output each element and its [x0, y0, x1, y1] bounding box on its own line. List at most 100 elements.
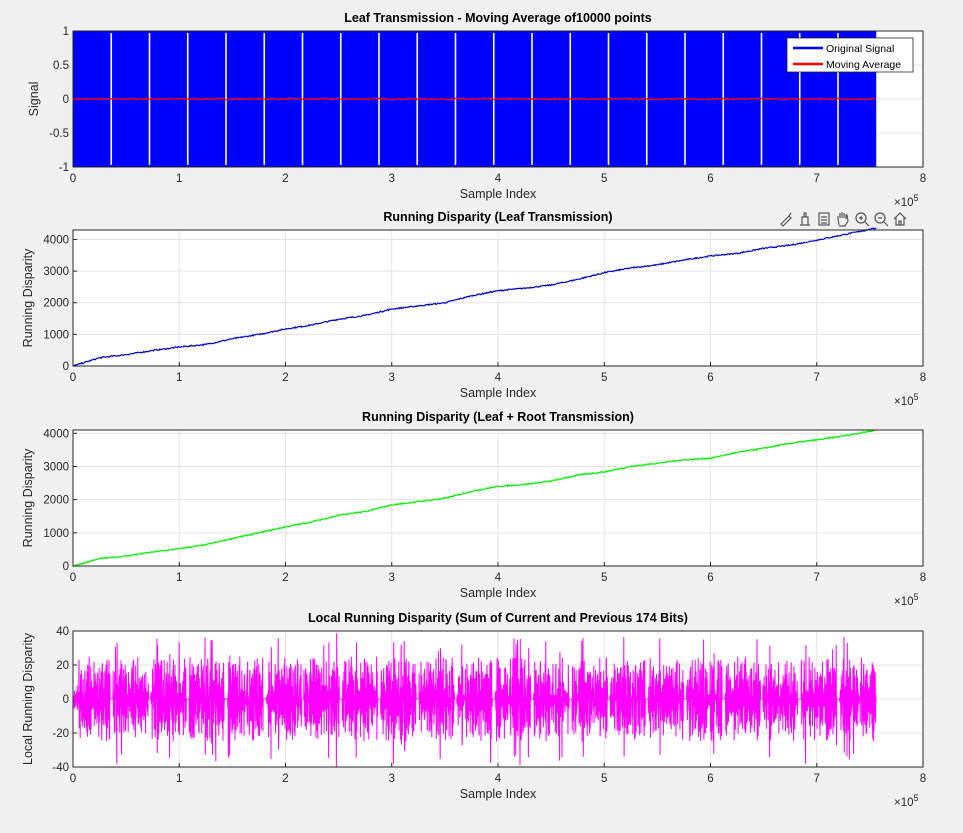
x-axis-label: Sample Index — [460, 386, 537, 400]
y-axis-label: Running Disparity — [21, 248, 35, 347]
x-tick-label: 4 — [495, 773, 502, 785]
x-tick-label: 7 — [814, 572, 820, 584]
x-exponent: ×105 — [894, 793, 919, 809]
x-exponent-power: 5 — [914, 392, 919, 402]
axes-box — [72, 630, 924, 768]
x-tick-label: 4 — [495, 173, 502, 185]
x-exponent-power: 5 — [914, 193, 919, 203]
x-tick-label: 8 — [920, 372, 926, 384]
x-tick-label: 6 — [707, 372, 713, 384]
x-exponent-power: 5 — [914, 793, 919, 803]
x-tick-label: 4 — [495, 572, 502, 584]
x-tick-label: 7 — [814, 372, 820, 384]
zoom-in-icon[interactable] — [854, 211, 870, 227]
axes-box — [72, 429, 924, 567]
x-tick-label: 8 — [920, 173, 926, 185]
series-group — [72, 429, 877, 567]
legend-icon[interactable] — [816, 211, 832, 227]
brush-glyph — [780, 212, 792, 227]
subplot-3: 0 1 2 3 4 5 6 7 8 0 1000 2000 3000 4000 Running Dispar… — [21, 410, 926, 608]
x-axis-label: Sample Index — [460, 586, 537, 600]
y-axis-label: Running Disparity — [21, 448, 35, 547]
x-exponent-base: ×10 — [894, 596, 914, 608]
y-tick-label: -40 — [52, 762, 69, 774]
lens-glyph — [874, 212, 886, 224]
axes-toolbar — [778, 211, 908, 227]
x-tick-label: 6 — [707, 572, 713, 584]
lens-handle — [859, 216, 870, 227]
chart-title: Local Running Disparity (Sum of Current … — [308, 611, 688, 625]
y-tick-label: 0 — [63, 94, 69, 106]
chart-title: Running Disparity (Leaf + Root Transmiss… — [362, 410, 634, 424]
y-tick-label: 40 — [56, 626, 69, 638]
y-tick-label: 20 — [56, 660, 69, 672]
legend: Original Signal Moving Average — [786, 37, 914, 73]
y-axis-label: Signal — [27, 82, 41, 117]
y-axis-label: Local Running Disparity — [21, 632, 35, 765]
y-tick-label: 2000 — [43, 495, 69, 507]
legend-entry: Original Signal — [826, 43, 894, 55]
series-1 — [72, 227, 877, 367]
x-tick-label: 7 — [814, 773, 820, 785]
x-tick-label: 2 — [282, 572, 288, 584]
lens-handle — [878, 217, 889, 227]
y-tick-label: 1000 — [43, 329, 69, 341]
data-tip-icon[interactable] — [797, 211, 813, 227]
y-tick-label: 3000 — [43, 461, 69, 473]
series-group — [72, 633, 877, 767]
y-tick-label: 0.5 — [53, 60, 69, 72]
x-tick-label: 5 — [601, 372, 607, 384]
y-tick-label: 0 — [63, 561, 69, 573]
pan-icon[interactable] — [835, 211, 851, 227]
x-exponent-base: ×10 — [894, 797, 914, 809]
subplot-2: 0 1 2 3 4 5 6 7 8 0 1000 2000 3000 4000 Running Dispar… — [21, 210, 926, 408]
x-tick-label: 2 — [282, 173, 288, 185]
y-tick-label: 4000 — [43, 234, 69, 246]
x-exponent-base: ×10 — [894, 197, 914, 209]
y-tick-label: 4000 — [43, 428, 69, 440]
x-tick-label: 7 — [814, 173, 820, 185]
series-1 — [72, 429, 877, 567]
x-tick-label: 6 — [707, 173, 713, 185]
x-tick-label: 0 — [70, 372, 76, 384]
x-tick-label: 5 — [601, 173, 607, 185]
home-icon[interactable] — [892, 211, 908, 227]
x-exponent: ×105 — [894, 392, 919, 408]
x-tick-label: 3 — [389, 372, 395, 384]
x-exponent: ×105 — [894, 592, 919, 608]
x-tick-label: 1 — [176, 372, 182, 384]
x-axis-label: Sample Index — [460, 187, 537, 201]
data-tip-glyph — [800, 212, 810, 226]
x-tick-label: 3 — [389, 173, 395, 185]
zoom-out-icon[interactable] — [873, 211, 889, 227]
y-tick-label: 1000 — [43, 528, 69, 540]
x-tick-label: 6 — [707, 773, 713, 785]
legend-box — [786, 37, 914, 73]
series-1 — [72, 633, 877, 767]
subplot-1: 0 1 2 3 4 5 6 7 8 -1 -0.5 0 0.5 1 Leaf Transmission - … — [27, 11, 926, 209]
series-group — [72, 227, 877, 367]
x-tick-label: 2 — [282, 372, 288, 384]
x-tick-label: 3 — [389, 773, 395, 785]
x-axis-label: Sample Index — [460, 787, 537, 801]
y-tick-label: 1 — [63, 26, 69, 38]
pan-glyph — [837, 212, 849, 227]
x-tick-label: 1 — [176, 572, 182, 584]
x-tick-label: 3 — [389, 572, 395, 584]
lens-glyph — [855, 212, 867, 224]
home-glyph — [893, 212, 907, 226]
y-tick-label: -20 — [52, 728, 69, 740]
chart-title: Leaf Transmission - Moving Average of100… — [344, 11, 652, 25]
series-moving-average — [72, 97, 876, 101]
y-tick-label: -1 — [59, 162, 69, 174]
x-tick-label: 0 — [70, 572, 76, 584]
subplot-4: 0 1 2 3 4 5 6 7 8 -40 -20 0 20 40 Local Running Dispar… — [21, 611, 926, 809]
x-tick-label: 0 — [70, 773, 76, 785]
x-tick-label: 5 — [601, 773, 607, 785]
legend-glyph-lines — [821, 216, 827, 224]
x-tick-label: 1 — [176, 173, 182, 185]
brush-icon[interactable] — [778, 211, 794, 227]
legend-glyph — [818, 212, 830, 226]
x-tick-label: 0 — [70, 173, 76, 185]
y-tick-label: -0.5 — [49, 128, 69, 140]
